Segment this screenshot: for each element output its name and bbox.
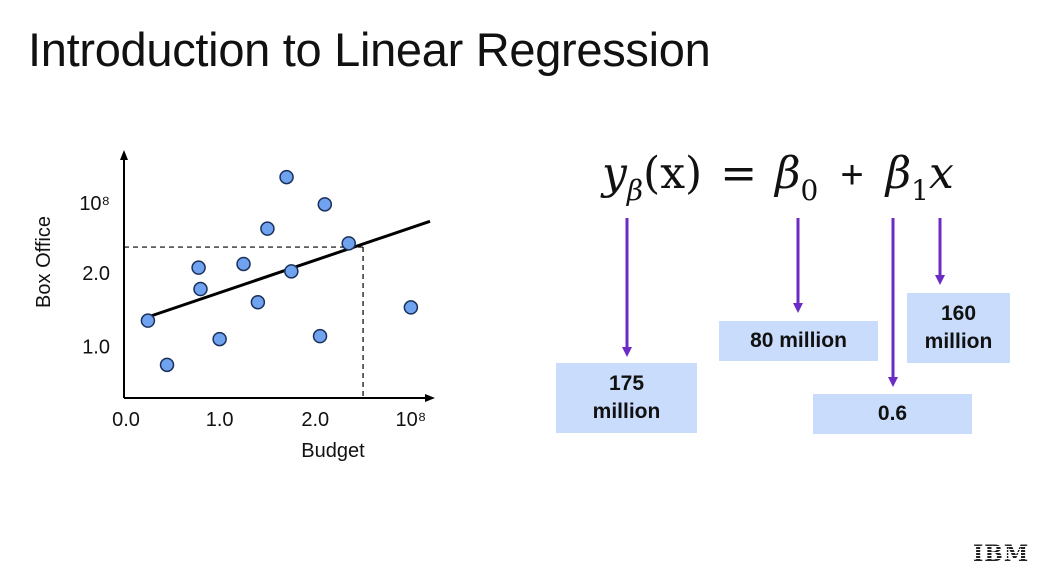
eq-beta1-sub: 1 xyxy=(911,174,929,207)
x-value-box: 160 million xyxy=(907,293,1010,363)
ibm-logo: IBM xyxy=(973,541,1030,567)
eq-beta0-sub: 0 xyxy=(800,174,819,207)
beta1-value-text: 0.6 xyxy=(877,402,908,425)
y-value-box: 175 million xyxy=(556,363,697,433)
data-point-12 xyxy=(341,236,356,251)
eq-plus: + xyxy=(840,153,864,197)
data-point-2 xyxy=(191,260,206,275)
x-tick-label-0: 0.0 xyxy=(112,409,140,431)
x-tick-label-2: 2.0 xyxy=(301,409,329,431)
y-value-text: 175 million xyxy=(592,372,661,423)
data-point-4 xyxy=(212,331,227,347)
x-tick-label-3: 10⁸ xyxy=(396,409,427,431)
beta1-value-box: 0.6 xyxy=(813,394,972,434)
beta0-value-box: 80 million xyxy=(719,321,878,361)
data-point-5 xyxy=(236,256,251,272)
data-point-11 xyxy=(317,197,333,212)
data-point-3 xyxy=(193,281,208,297)
data-point-13 xyxy=(403,300,419,315)
eq-arg: (x) xyxy=(643,148,703,199)
eq-equals: = xyxy=(720,148,758,199)
eq-y: y xyxy=(602,148,627,199)
beta0-value-text: 80 million xyxy=(750,329,847,352)
y-tick-label-1: 2.0 xyxy=(82,263,110,285)
data-point-0 xyxy=(140,313,156,328)
data-point-7 xyxy=(260,221,275,236)
y-axis-label: Box Office xyxy=(33,216,55,308)
regression-equation: yβ(x) = β0 + β1x xyxy=(602,148,954,207)
data-point-8 xyxy=(279,169,294,185)
eq-beta1: β xyxy=(885,148,912,199)
data-point-10 xyxy=(312,328,328,344)
x-axis-label: Budget xyxy=(301,440,365,462)
x-value-text: 160 million xyxy=(924,302,993,353)
eq-beta0: β xyxy=(775,148,801,199)
eq-x: x xyxy=(928,148,954,199)
slide-title: Introduction to Linear Regression xyxy=(28,23,711,76)
data-point-9 xyxy=(284,264,299,279)
y-tick-label-2: 10⁸ xyxy=(79,193,110,215)
x-tick-label-1: 1.0 xyxy=(206,409,234,431)
eq-y-sub: β xyxy=(626,174,644,207)
data-point-1 xyxy=(159,357,175,373)
data-point-6 xyxy=(250,295,266,310)
y-tick-label-0: 1.0 xyxy=(82,336,110,358)
